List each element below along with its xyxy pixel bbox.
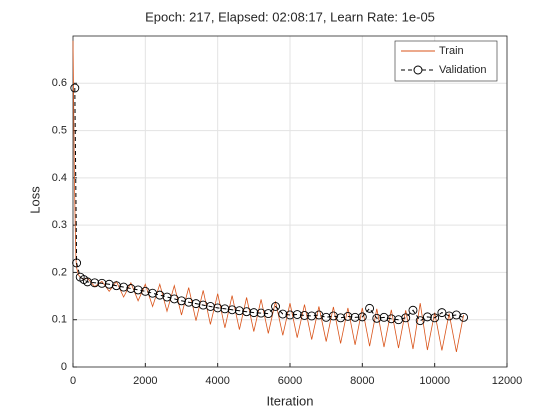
- validation-marker: [148, 288, 158, 298]
- validation-marker: [263, 309, 273, 319]
- y-tick-label: 0.3: [52, 219, 67, 231]
- series-line: [72, 40, 464, 352]
- validation-marker: [437, 308, 447, 318]
- y-tick-label: 0.1: [52, 314, 67, 326]
- validation-marker: [408, 305, 418, 315]
- validation-marker: [220, 304, 230, 314]
- legend-marker: [413, 65, 423, 75]
- validation-marker: [198, 300, 208, 310]
- validation-marker: [234, 306, 244, 316]
- validation-marker: [97, 278, 107, 288]
- x-tick-label: 8000: [350, 375, 374, 387]
- validation-marker: [278, 309, 288, 319]
- validation-marker: [242, 307, 252, 317]
- validation-marker: [422, 312, 432, 322]
- validation-marker: [357, 312, 367, 322]
- series-line: [74, 87, 464, 322]
- validation-marker: [365, 303, 375, 313]
- validation-marker: [227, 305, 237, 315]
- validation-marker: [372, 313, 382, 323]
- validation-marker: [444, 311, 454, 321]
- legend-label: Train: [439, 45, 464, 57]
- validation-marker: [386, 314, 396, 324]
- y-axis-label: Loss: [27, 186, 42, 214]
- validation-marker: [90, 278, 100, 288]
- validation-marker: [111, 281, 121, 291]
- legend-box: [394, 40, 498, 82]
- validation-marker: [205, 302, 215, 311]
- x-axis-label: Iteration: [267, 393, 314, 408]
- validation-marker: [256, 308, 266, 318]
- validation-marker: [292, 310, 302, 319]
- legend-label: Validation: [439, 64, 487, 76]
- validation-marker: [459, 312, 469, 322]
- y-tick-label: 0: [61, 361, 67, 373]
- x-tick-label: 6000: [278, 375, 302, 387]
- validation-marker: [285, 310, 295, 320]
- validation-marker: [72, 258, 82, 268]
- validation-marker: [401, 313, 411, 323]
- plot-frame: [72, 35, 508, 368]
- validation-marker: [336, 313, 346, 323]
- y-tick-label: 0.6: [52, 77, 67, 89]
- validation-marker: [350, 312, 360, 322]
- validation-marker: [104, 279, 114, 289]
- validation-marker: [162, 292, 172, 302]
- validation-marker: [343, 311, 353, 321]
- validation-marker: [321, 312, 331, 322]
- x-tick-label: 4000: [205, 375, 229, 387]
- validation-marker: [70, 83, 80, 93]
- validation-marker: [328, 311, 338, 321]
- validation-marker: [133, 285, 143, 295]
- validation-marker: [126, 284, 136, 293]
- validation-marker: [300, 311, 309, 320]
- validation-marker: [191, 299, 201, 309]
- validation-marker: [249, 308, 259, 318]
- validation-marker: [430, 313, 440, 323]
- validation-marker: [271, 302, 280, 311]
- x-tick-label: 2000: [133, 375, 157, 387]
- validation-marker: [169, 294, 179, 304]
- validation-marker: [307, 311, 317, 321]
- y-tick-label: 0.5: [52, 124, 67, 136]
- validation-marker: [415, 316, 425, 326]
- x-tick-label: 12000: [492, 375, 523, 387]
- x-tick-label: 0: [70, 375, 76, 387]
- validation-marker: [177, 296, 186, 306]
- y-tick-label: 0.4: [52, 172, 67, 184]
- validation-marker: [184, 297, 194, 307]
- validation-marker: [213, 303, 223, 313]
- validation-marker: [83, 277, 92, 287]
- validation-marker: [379, 312, 389, 322]
- chart-title: Epoch: 217, Elapsed: 02:08:17, Learn Rat…: [145, 9, 435, 24]
- validation-marker: [119, 282, 129, 292]
- x-tick-label: 10000: [419, 375, 450, 387]
- y-tick-label: 0.2: [52, 266, 67, 278]
